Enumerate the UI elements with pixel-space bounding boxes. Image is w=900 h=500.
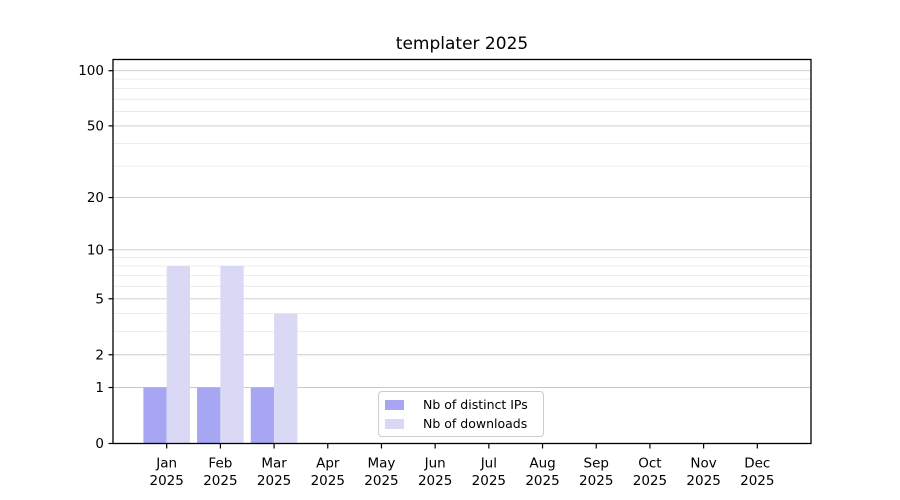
x-tick-label-year: 2025 <box>150 473 184 489</box>
bar-downloads <box>166 266 190 444</box>
legend-item-downloads: Nb of downloads <box>385 414 535 433</box>
x-tick-label-month: Dec <box>744 456 770 472</box>
x-tick-label-year: 2025 <box>740 473 774 489</box>
plot-frame <box>112 58 812 445</box>
bar-downloads <box>274 313 298 444</box>
legend-swatch-downloads-icon <box>385 418 404 429</box>
legend-label-downloads: Nb of downloads <box>423 416 528 431</box>
x-tick-label-month: Jun <box>424 456 446 472</box>
bar-distinct-ips <box>197 387 221 444</box>
y-tick-label: 100 <box>78 63 104 79</box>
y-tick-label: 10 <box>87 242 104 258</box>
y-tick-label: 1 <box>95 380 104 396</box>
x-tick-label-year: 2025 <box>418 473 452 489</box>
x-tick-label-year: 2025 <box>633 473 667 489</box>
x-tick-label-year: 2025 <box>364 473 398 489</box>
x-tick-label-year: 2025 <box>311 473 345 489</box>
x-tick-label-month: Oct <box>638 456 661 472</box>
x-tick-label-year: 2025 <box>203 473 237 489</box>
x-tick-label-month: May <box>368 456 396 472</box>
x-tick-label-year: 2025 <box>472 473 506 489</box>
x-tick-label-month: Jan <box>155 456 177 472</box>
y-tick-label: 50 <box>87 118 104 134</box>
y-tick-label: 0 <box>95 436 104 452</box>
y-tick-label: 5 <box>95 291 104 307</box>
bar-distinct-ips <box>250 387 275 444</box>
x-tick-label-year: 2025 <box>525 473 559 489</box>
x-tick-label-year: 2025 <box>579 473 613 489</box>
bar-downloads <box>220 266 244 444</box>
legend-swatch-distinct-ips-icon <box>385 399 404 410</box>
x-tick-label-month: Apr <box>316 456 340 472</box>
legend-label-distinct-ips: Nb of distinct IPs <box>423 397 528 412</box>
x-tick-label-year: 2025 <box>686 473 720 489</box>
chart-title: templater 2025 <box>395 34 529 54</box>
legend: Nb of distinct IPs Nb of downloads <box>378 391 544 437</box>
y-tick-label: 2 <box>95 347 104 363</box>
x-tick-label-month: Sep <box>584 456 609 472</box>
x-tick-label-month: Nov <box>690 456 716 472</box>
x-tick-label-month: Mar <box>261 456 287 472</box>
bar-distinct-ips <box>143 387 167 444</box>
x-tick-label-year: 2025 <box>257 473 291 489</box>
x-tick-label-month: Jul <box>480 456 497 472</box>
x-tick-label-month: Feb <box>208 456 232 472</box>
y-tick-label: 20 <box>87 190 104 206</box>
legend-item-distinct-ips: Nb of distinct IPs <box>385 395 535 414</box>
x-tick-label-month: Aug <box>529 456 555 472</box>
